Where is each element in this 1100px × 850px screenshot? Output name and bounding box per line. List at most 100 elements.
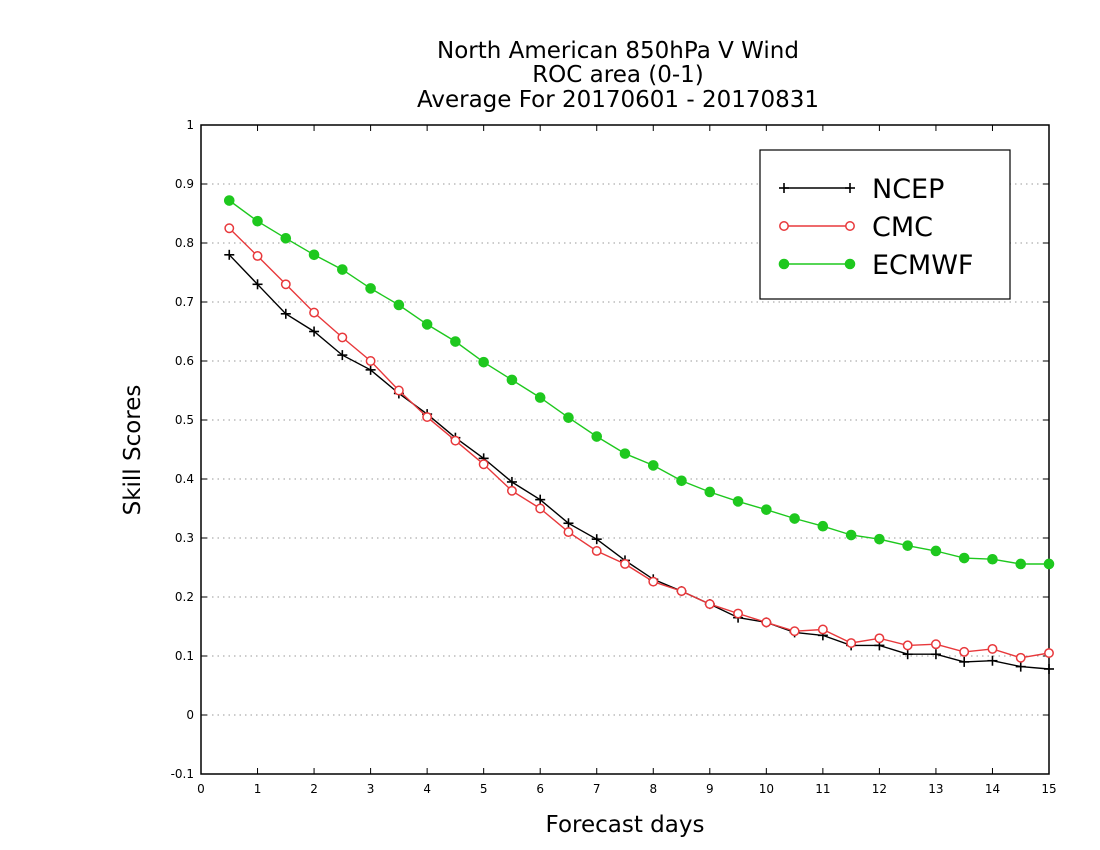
data-point [930, 639, 941, 650]
data-point [309, 326, 320, 337]
data-point [902, 649, 913, 660]
data-point [365, 356, 376, 366]
series-layer [223, 195, 1055, 674]
data-point [280, 279, 291, 290]
x-tick-label: 14 [985, 782, 1000, 796]
data-point [930, 649, 941, 660]
data-point [421, 319, 433, 330]
data-point [959, 646, 970, 657]
chart-title-group: North American 850hPa V Wind ROC area (0… [417, 38, 819, 113]
y-tick-label: 0.3 [175, 531, 194, 545]
x-tick-label: 12 [872, 782, 887, 796]
data-point [817, 520, 829, 532]
chart-title: North American 850hPa V Wind [437, 38, 799, 64]
data-point [1015, 661, 1026, 672]
data-point [337, 350, 348, 361]
data-point [987, 553, 998, 565]
data-point [365, 283, 376, 294]
x-tick-label: 1 [254, 782, 262, 796]
data-point [223, 195, 235, 206]
data-point [1015, 558, 1027, 570]
data-point [846, 638, 857, 648]
y-tick-label: 0.5 [175, 413, 194, 427]
data-point [789, 626, 800, 637]
data-point [308, 249, 320, 261]
data-point [704, 599, 715, 610]
data-point [902, 640, 913, 651]
data-point [958, 552, 970, 564]
data-point [620, 559, 630, 569]
data-point [252, 279, 263, 290]
data-point [789, 513, 800, 524]
data-point [761, 617, 772, 628]
data-point [676, 586, 687, 597]
y-tick-label: -0.1 [171, 767, 194, 781]
data-point [535, 503, 546, 514]
data-point [817, 624, 828, 635]
data-point [733, 608, 744, 619]
legend-item-ecmwf: ECMWF [778, 250, 973, 281]
data-point [930, 545, 942, 557]
data-point [1044, 648, 1054, 658]
legend-box [759, 149, 1011, 300]
y-tick-label: 0.1 [175, 649, 194, 663]
data-point [1043, 558, 1055, 570]
y-tick-label: 0 [186, 708, 194, 722]
x-tick-label: 11 [815, 782, 830, 796]
data-point [252, 251, 263, 261]
chart-subtitle-2: Average For 20170601 - 20170831 [417, 87, 819, 113]
data-point [619, 448, 631, 459]
data-point [591, 534, 602, 545]
x-tick-label: 7 [593, 782, 601, 796]
legend: NCEP CMC ECMWF [759, 149, 1011, 300]
x-tick-label: 3 [367, 782, 375, 796]
x-tick-label: 2 [310, 782, 318, 796]
legend-item-ncep: NCEP [779, 174, 944, 205]
legend-label: NCEP [872, 174, 944, 205]
data-point [393, 385, 404, 396]
data-point [902, 540, 913, 551]
data-point [591, 431, 603, 442]
y-tick-label: 0.6 [175, 354, 194, 368]
data-point [845, 221, 855, 231]
data-point [704, 486, 716, 498]
series-ecmwf [223, 195, 1055, 570]
y-tick-label: 0.8 [175, 236, 194, 250]
x-tick-label: 6 [536, 782, 544, 796]
data-point [1015, 652, 1026, 663]
data-point [845, 529, 857, 541]
data-point [337, 264, 348, 275]
data-point [874, 633, 885, 644]
data-point [648, 576, 659, 587]
x-axis-label: Forecast days [546, 812, 705, 838]
data-point [778, 258, 790, 270]
data-point [506, 485, 517, 496]
data-point [450, 435, 461, 446]
x-tick-label: 0 [197, 782, 205, 796]
data-point [563, 412, 574, 423]
data-point [309, 307, 320, 318]
data-point [779, 183, 789, 193]
data-point [280, 232, 292, 244]
plot-frame [200, 124, 1050, 775]
y-tick-label: 0.7 [175, 295, 194, 309]
legend-item-cmc: CMC [779, 212, 933, 243]
data-point [393, 299, 405, 311]
data-point [1044, 663, 1054, 674]
data-point [478, 356, 489, 368]
data-point [337, 332, 348, 343]
legend-label: ECMWF [872, 250, 973, 281]
series-ncep [224, 249, 1054, 674]
data-point [563, 518, 574, 529]
data-point [761, 504, 772, 515]
series-line [228, 254, 1050, 670]
data-point [987, 655, 998, 666]
data-point [224, 249, 235, 260]
data-point [845, 183, 855, 193]
data-point [779, 221, 789, 231]
x-tick-label: 5 [480, 782, 488, 796]
x-tick-label: 15 [1041, 782, 1056, 796]
data-point [874, 533, 885, 545]
data-point [647, 460, 659, 471]
